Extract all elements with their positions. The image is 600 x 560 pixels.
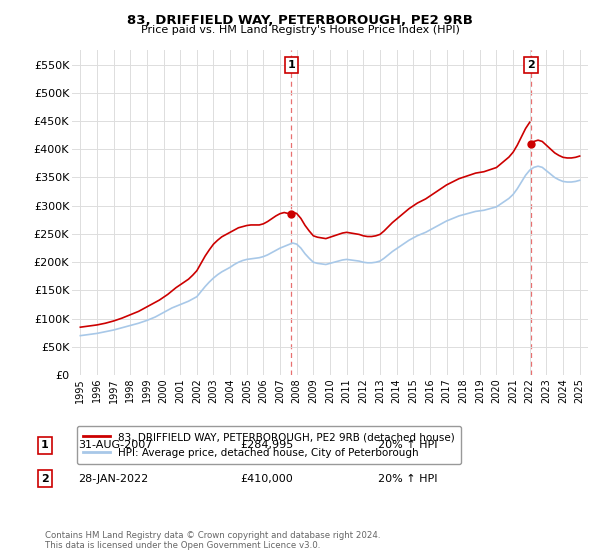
Text: 2: 2 [41, 474, 49, 484]
Text: Price paid vs. HM Land Registry's House Price Index (HPI): Price paid vs. HM Land Registry's House … [140, 25, 460, 35]
Text: Contains HM Land Registry data © Crown copyright and database right 2024.
This d: Contains HM Land Registry data © Crown c… [45, 530, 380, 550]
Text: 1: 1 [41, 440, 49, 450]
Text: 28-JAN-2022: 28-JAN-2022 [78, 474, 148, 484]
Text: 20% ↑ HPI: 20% ↑ HPI [378, 474, 437, 484]
Text: 83, DRIFFIELD WAY, PETERBOROUGH, PE2 9RB: 83, DRIFFIELD WAY, PETERBOROUGH, PE2 9RB [127, 14, 473, 27]
Text: 2: 2 [527, 60, 535, 70]
Text: 1: 1 [287, 60, 295, 70]
Text: 31-AUG-2007: 31-AUG-2007 [78, 440, 152, 450]
Text: £410,000: £410,000 [240, 474, 293, 484]
Text: 20% ↑ HPI: 20% ↑ HPI [378, 440, 437, 450]
Legend: 83, DRIFFIELD WAY, PETERBOROUGH, PE2 9RB (detached house), HPI: Average price, d: 83, DRIFFIELD WAY, PETERBOROUGH, PE2 9RB… [77, 426, 461, 464]
Text: £284,995: £284,995 [240, 440, 293, 450]
